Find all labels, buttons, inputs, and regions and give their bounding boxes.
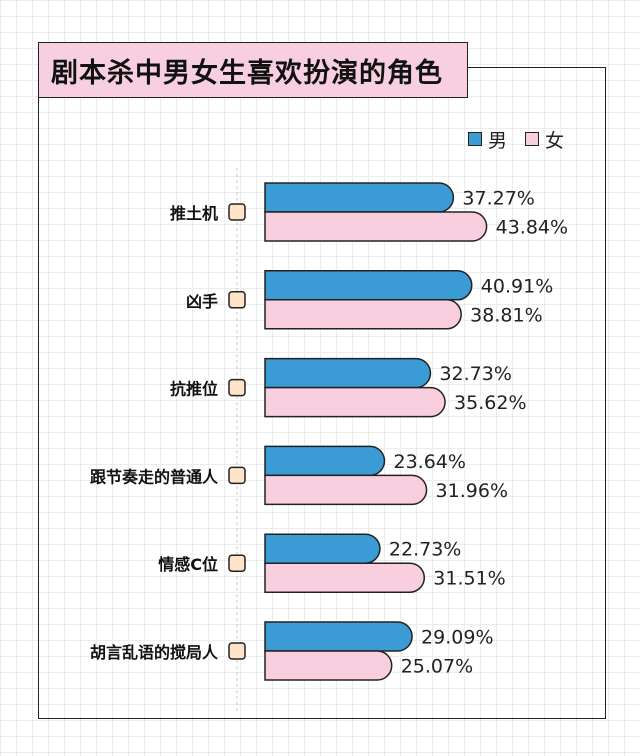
category-marker [228, 642, 246, 660]
value-label-female: 25.07% [401, 656, 473, 678]
legend: 男 女 [468, 126, 564, 153]
category-label: 胡言乱语的搅局人 [90, 643, 219, 662]
category-label: 情感C位 [158, 555, 218, 574]
category-label: 抗推位 [170, 380, 218, 399]
bar-male [264, 357, 432, 389]
legend-label-male: 男 [488, 129, 508, 152]
value-label-male: 29.09% [421, 627, 493, 649]
chart-title: 剧本杀中男女生喜欢扮演的角色 [38, 42, 468, 98]
bar-female [264, 386, 446, 418]
bar-male [264, 445, 386, 477]
value-label-female: 38.81% [470, 304, 542, 326]
bar-female [264, 562, 425, 593]
bar-female [264, 211, 488, 242]
bar-male [264, 533, 381, 564]
value-label-male: 32.73% [439, 363, 511, 385]
value-label-male: 23.64% [394, 451, 466, 473]
category-label: 凶手 [186, 292, 218, 311]
legend-swatch-female [525, 132, 540, 146]
bar-female [264, 650, 393, 681]
value-label-female: 31.96% [436, 480, 508, 502]
value-label-female: 31.51% [433, 568, 505, 590]
category-label: 推土机 [170, 204, 218, 223]
bar-male [264, 270, 473, 301]
value-label-female: 43.84% [496, 217, 568, 239]
bar-female [264, 474, 428, 506]
bar-female [264, 299, 462, 330]
value-label-male: 22.73% [389, 539, 461, 561]
category-marker [228, 554, 246, 572]
category-label: 跟节奏走的普通人 [90, 467, 219, 486]
category-marker [228, 466, 246, 485]
legend-item-male: 男 [468, 126, 507, 153]
category-marker [228, 291, 246, 309]
category-marker [228, 378, 246, 397]
category-marker [228, 203, 246, 221]
legend-label-female: 女 [545, 129, 565, 152]
bar-male [264, 621, 413, 652]
value-label-male: 40.91% [481, 275, 553, 297]
bar-male [264, 182, 455, 213]
value-label-male: 37.27% [462, 188, 534, 210]
value-label-female: 35.62% [454, 392, 526, 414]
legend-swatch-male [468, 132, 482, 146]
legend-item-female: 女 [525, 126, 564, 153]
